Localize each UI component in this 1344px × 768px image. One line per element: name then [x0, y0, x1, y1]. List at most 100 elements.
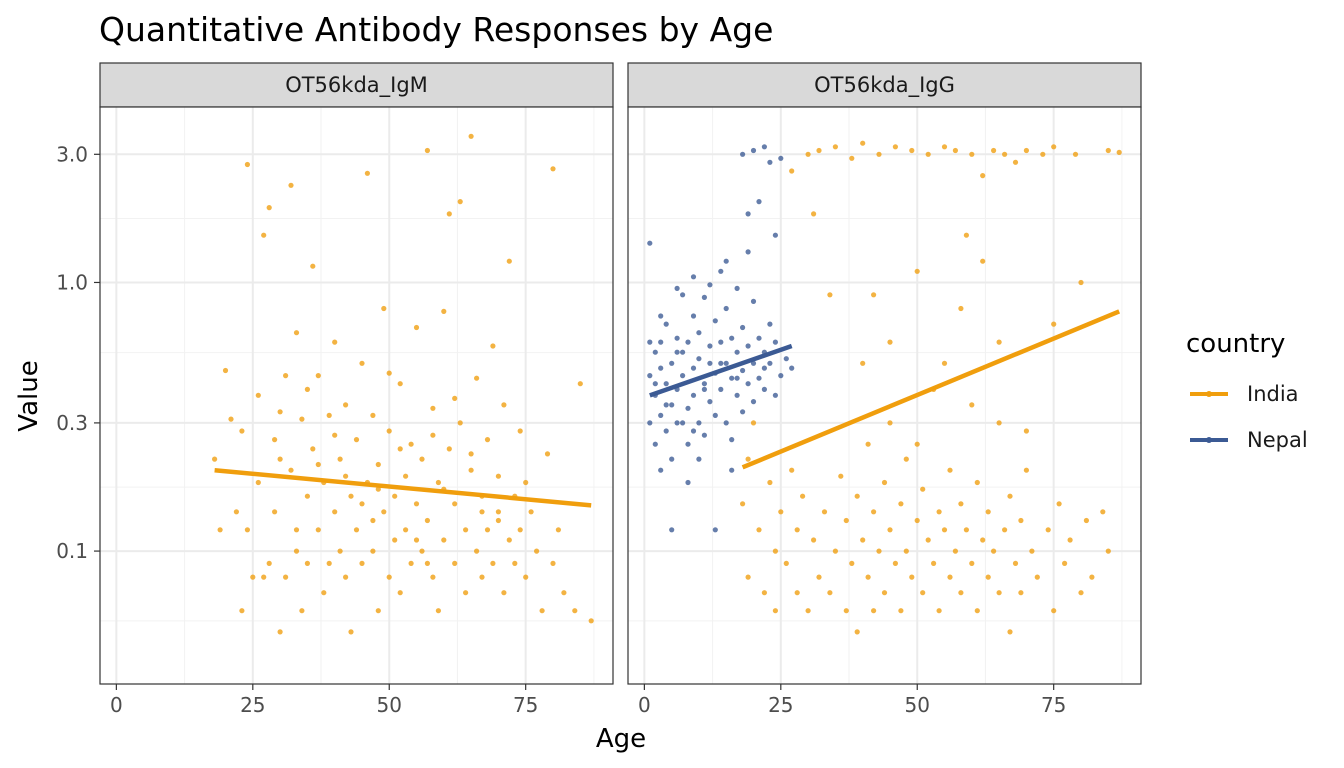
data-point-nepal [772, 339, 779, 345]
data-point-india [1029, 548, 1035, 554]
data-point-india [539, 608, 545, 614]
y-axis-title: Value [14, 360, 44, 431]
data-point-india [963, 232, 970, 238]
data-point-india [468, 451, 474, 457]
data-point-india [386, 428, 392, 434]
data-point-india [343, 574, 349, 580]
data-point-india [523, 479, 529, 486]
data-point-india [1116, 149, 1122, 155]
data-point-india [783, 560, 789, 567]
data-point-india [914, 268, 920, 274]
data-point-india [479, 574, 485, 580]
data-point-india [353, 437, 360, 443]
data-point-india [865, 441, 871, 447]
data-point-nepal [729, 437, 735, 443]
data-point-india [1018, 517, 1024, 524]
data-point-nepal [718, 268, 724, 274]
data-point-india [441, 308, 447, 314]
data-point-india [1078, 279, 1084, 286]
data-point-india [772, 608, 779, 614]
data-point-india [424, 147, 430, 154]
data-point-india [403, 527, 409, 533]
data-point-india [212, 456, 218, 462]
data-point-nepal [767, 360, 773, 366]
data-point-nepal [767, 159, 773, 165]
data-point-nepal [707, 399, 713, 405]
data-point-nepal [745, 211, 751, 217]
data-point-india [277, 629, 283, 635]
data-point-india [474, 375, 480, 381]
data-point-india [892, 144, 899, 150]
data-point-nepal [745, 343, 751, 349]
data-point-india [430, 432, 436, 438]
data-point-nepal [690, 392, 697, 398]
data-point-nepal [680, 292, 686, 298]
data-point-india [1023, 467, 1029, 473]
data-point-india [512, 560, 518, 567]
data-point-india [408, 560, 414, 567]
data-point-india [980, 537, 986, 543]
legend-key-dot-india [1206, 391, 1212, 397]
data-point-india [484, 527, 491, 533]
data-point-india [435, 479, 441, 486]
data-point-india [761, 590, 768, 596]
data-point-nepal [647, 240, 653, 246]
data-point-nepal [740, 367, 746, 374]
data-point-india [1062, 560, 1068, 567]
data-point-india [239, 428, 245, 434]
data-point-india [843, 517, 849, 524]
data-point-india [359, 360, 365, 366]
data-point-india [343, 473, 349, 479]
data-point-india [941, 360, 948, 366]
data-point-nepal [669, 360, 675, 366]
data-point-india [756, 527, 762, 533]
data-point-india [364, 170, 370, 176]
data-point-nepal [674, 285, 680, 291]
data-point-india [914, 441, 920, 447]
data-point-india [217, 527, 223, 533]
data-point-nepal [696, 420, 702, 426]
data-point-india [293, 527, 300, 533]
data-point-india [936, 509, 942, 515]
data-point-india [397, 381, 403, 387]
data-point-nepal [745, 381, 751, 387]
data-point-india [359, 560, 365, 567]
data-point-india [991, 548, 997, 554]
data-point-india [963, 527, 970, 533]
data-point-nepal [685, 405, 691, 411]
data-point-india [266, 560, 272, 567]
data-point-india [326, 412, 332, 418]
data-point-india [898, 608, 904, 614]
data-point-india [876, 151, 882, 157]
data-point-nepal [658, 339, 664, 345]
data-point-india [430, 405, 436, 411]
data-point-india [991, 147, 997, 154]
data-point-india [1040, 151, 1046, 157]
data-point-india [980, 173, 986, 179]
data-point-india [860, 360, 866, 366]
data-point-india [424, 560, 430, 567]
data-point-india [506, 537, 512, 543]
data-point-india [892, 560, 899, 567]
data-point-india [397, 590, 403, 596]
data-point-nepal [772, 392, 779, 398]
data-point-nepal [685, 441, 691, 447]
data-point-india [789, 467, 795, 473]
data-point-india [941, 144, 948, 150]
data-point-india [250, 574, 256, 580]
data-point-india [947, 467, 953, 473]
data-point-nepal [658, 313, 664, 319]
data-point-india [261, 574, 267, 580]
data-point-india [255, 479, 261, 486]
data-point-india [1105, 147, 1111, 154]
plot-background [100, 107, 613, 684]
x-tick-label: 0 [110, 693, 123, 717]
data-point-india [424, 517, 430, 524]
data-point-india [772, 548, 779, 554]
data-point-india [849, 560, 855, 567]
y-tick-label: 0.1 [56, 539, 88, 563]
data-point-india [266, 205, 272, 211]
data-point-nepal [729, 467, 735, 473]
data-point-india [375, 486, 381, 492]
data-point-india [501, 590, 507, 596]
